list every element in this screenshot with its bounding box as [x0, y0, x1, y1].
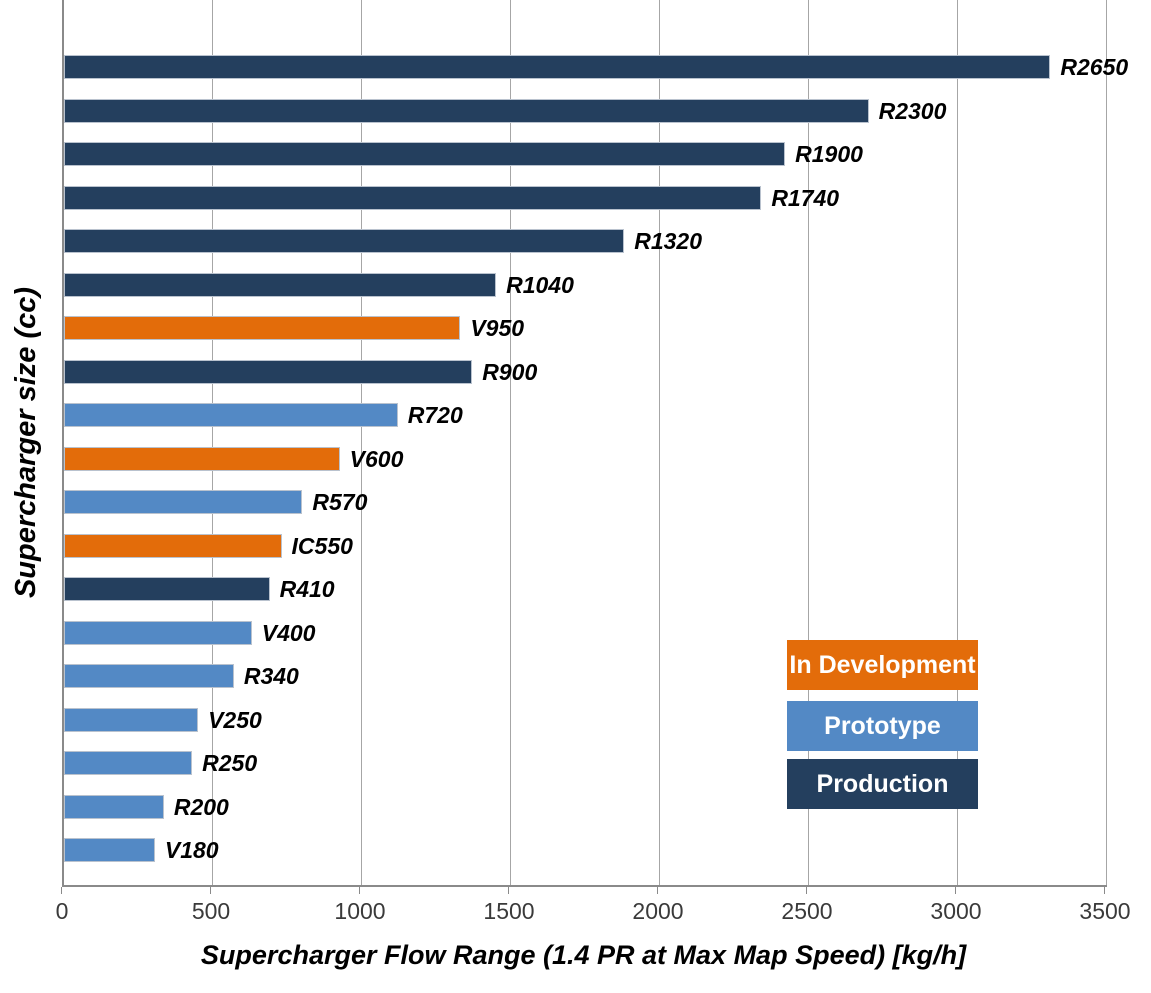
bar-r410	[64, 577, 270, 601]
gridline-2000	[658, 0, 660, 885]
bar-r250	[64, 751, 193, 775]
tick-label-2000: 2000	[632, 898, 684, 924]
x-axis	[61, 885, 1105, 895]
bar-r2650	[64, 55, 1051, 79]
bar-r900	[64, 360, 473, 384]
tick-mark-0	[61, 887, 62, 894]
bar-r2300	[64, 99, 869, 123]
bar-r1900	[64, 142, 786, 166]
bar-v600	[64, 447, 340, 471]
tick-mark-500	[209, 887, 211, 894]
bar-label-ic550: IC550	[291, 533, 353, 559]
legend-item-production: Production	[787, 759, 978, 809]
bar-v950	[64, 316, 461, 340]
gridline-500	[211, 0, 213, 885]
tick-mark-2500	[806, 887, 807, 894]
gridline-3000	[957, 0, 958, 885]
tick-label-1000: 1000	[334, 898, 386, 924]
bar-label-r2300: R2300	[878, 98, 947, 124]
bar-label-r200: R200	[173, 794, 229, 820]
bar-v250	[64, 708, 199, 732]
bar-label-r2650: R2650	[1060, 54, 1129, 80]
bar-r720	[64, 403, 398, 427]
bar-r1740	[64, 186, 762, 210]
bar-r340	[64, 664, 234, 688]
gridline-3500	[1106, 0, 1107, 885]
bar-label-r1900: R1900	[795, 141, 863, 167]
gridline-2500	[808, 0, 809, 885]
y-axis-title: Supercharger size (cc)	[10, 286, 43, 599]
bar-label-r1320: R1320	[634, 228, 703, 254]
tick-label-500: 500	[191, 898, 231, 924]
bar-v400	[64, 621, 252, 645]
x-axis-tick-labels: 0 500 1000 1500 2000 2500 3000 3500	[56, 898, 1131, 926]
bar-label-v180: V180	[164, 837, 219, 863]
bar-label-v250: V250	[208, 707, 262, 733]
bar-r1320	[64, 229, 625, 253]
tick-mark-1000	[358, 887, 360, 894]
x-axis-title: Supercharger Flow Range (1.4 PR at Max M…	[200, 940, 967, 970]
gridline-1000	[360, 0, 362, 885]
bar-label-r900: R900	[482, 359, 538, 385]
bar-r1040	[64, 273, 497, 297]
tick-label-3500: 3500	[1079, 898, 1131, 924]
tick-label-1500: 1500	[483, 898, 535, 924]
bar-ic550	[64, 534, 282, 558]
tick-mark-2000	[656, 887, 658, 894]
gridline-1500	[510, 0, 511, 885]
bar-label-r720: R720	[407, 402, 463, 428]
bar-label-v950: V950	[470, 315, 525, 341]
bar-label-r1740: R1740	[771, 185, 840, 211]
bar-label-v600: V600	[349, 446, 404, 472]
tick-label-2500: 2500	[781, 898, 833, 924]
tick-mark-3500	[1104, 887, 1105, 894]
bar-label-r340: R340	[243, 663, 299, 689]
plot-area: R2650 R2300 R1900 R1740 R1320 R1040 V950 R900 R7…	[62, 0, 1128, 887]
bar-label-r250: R250	[202, 750, 258, 776]
bar-label-r570: R570	[312, 489, 368, 515]
bar-label-r410: R410	[279, 576, 335, 602]
tick-label-0: 0	[55, 898, 69, 924]
tick-mark-1500	[508, 887, 509, 894]
tick-label-3000: 3000	[930, 898, 982, 924]
y-axis-title-area: Supercharger size (cc)	[0, 0, 54, 885]
legend-item-prototype: Prototype	[787, 701, 978, 751]
legend-item-in-development: In Development	[787, 640, 978, 690]
bar-v180	[64, 838, 155, 862]
bar-r570	[64, 490, 303, 514]
bar-r200	[64, 795, 164, 819]
bar-label-v400: V400	[261, 620, 316, 646]
tick-mark-3000	[955, 887, 956, 894]
bar-label-r1040: R1040	[506, 272, 574, 298]
